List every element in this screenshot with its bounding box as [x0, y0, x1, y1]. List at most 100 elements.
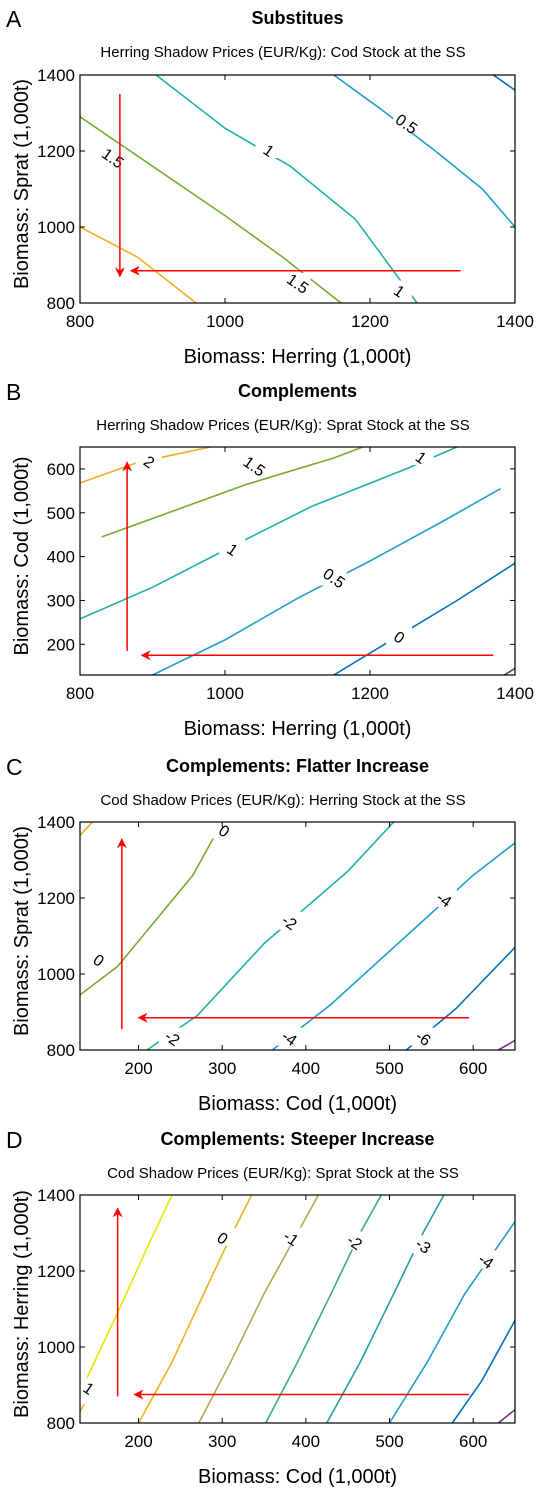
panel-letter: D: [6, 1127, 23, 1153]
x-axis-label: Biomass: Herring (1,000t): [184, 346, 412, 368]
contour-label-bg: [255, 140, 282, 158]
contour-line-8: [497, 1409, 515, 1423]
contour-label-bg: [393, 113, 420, 132]
y-tick-label: 800: [47, 294, 75, 313]
y-tick-label: 400: [47, 548, 75, 567]
contour-label-bg: [386, 280, 412, 299]
contour-line-4: [264, 1195, 382, 1423]
y-axis-label: Biomass: Sprat (1,000t): [11, 79, 33, 289]
y-tick-label: 300: [47, 591, 75, 610]
panel-letter: B: [6, 379, 21, 405]
contour-label-bg: [341, 1231, 368, 1250]
x-tick-label: 200: [124, 1432, 152, 1451]
contour-label-bg: [241, 455, 267, 474]
x-axis-label: Biomass: Herring (1,000t): [184, 718, 412, 740]
chart-title: Complements: Flatter Increase: [166, 756, 429, 776]
x-tick-label: 800: [66, 312, 94, 331]
contour-label-bg: [209, 1227, 236, 1246]
contour-line-3: [271, 842, 515, 1050]
contour-line-0: [80, 1195, 173, 1393]
y-axis-label: Biomass: Herring (1,000t): [11, 1190, 33, 1418]
y-axis-label: Biomass: Sprat (1,000t): [11, 826, 33, 1036]
chart-subtitle: Cod Shadow Prices (EUR/Kg): Sprat Stock …: [107, 1165, 459, 1182]
x-tick-label: 300: [208, 1432, 236, 1451]
x-tick-label: 1400: [496, 312, 534, 331]
contour-label-bg: [320, 567, 347, 586]
y-tick-label: 1200: [37, 1262, 75, 1281]
x-tick-label: 600: [459, 1432, 487, 1451]
contour-label-bg: [284, 273, 311, 291]
y-tick-label: 800: [47, 1041, 75, 1060]
contour-line-4: [333, 562, 515, 675]
chart-subtitle: Herring Shadow Prices (EUR/Kg): Sprat St…: [96, 417, 469, 434]
x-tick-label: 400: [292, 1059, 320, 1078]
contour-lines: 00-2-2-4-4-6: [80, 822, 515, 1050]
chart-title: Complements: [238, 381, 357, 401]
contour-line-3: [198, 1195, 320, 1423]
x-tick-label: 1000: [206, 312, 244, 331]
x-tick-label: 1200: [351, 684, 389, 703]
x-tick-label: 500: [375, 1059, 403, 1078]
contour-line-2: [137, 1195, 253, 1423]
y-tick-label: 1400: [37, 1186, 75, 1205]
y-tick-label: 500: [47, 504, 75, 523]
contour-line-1: [101, 447, 364, 538]
contour-label-bg: [85, 949, 112, 968]
y-tick-label: 1000: [37, 1338, 75, 1357]
contour-label-bg: [386, 626, 412, 645]
contour-label-bg: [409, 1027, 436, 1046]
panel-letter: A: [6, 6, 22, 32]
y-tick-label: 800: [47, 1414, 75, 1433]
contour-label-bg: [409, 1235, 436, 1254]
chart-subtitle: Cod Shadow Prices (EUR/Kg): Herring Stoc…: [100, 792, 465, 809]
y-axis-label: Biomass: Cod (1,000t): [11, 457, 33, 656]
contour-line-3: [333, 75, 515, 228]
panel-letter: C: [6, 754, 23, 780]
chart-subtitle: Herring Shadow Prices (EUR/Kg): Cod Stoc…: [100, 44, 465, 61]
x-axis-label: Biomass: Cod (1,000t): [198, 1466, 397, 1488]
x-tick-label: 500: [375, 1432, 403, 1451]
y-tick-label: 200: [47, 635, 75, 654]
panel-d: D Complements: Steeper Increase Cod Shadow…: [6, 1127, 516, 1488]
contour-line-1: [80, 116, 342, 303]
contour-line-5: [503, 667, 515, 675]
x-tick-label: 400: [292, 1432, 320, 1451]
contour-line-5: [326, 1195, 445, 1423]
contour-label-bg: [407, 447, 434, 465]
contour-lines: 10 -1 -2 -3-4: [80, 1195, 515, 1423]
y-tick-label: 600: [47, 460, 75, 479]
contour-label-bg: [210, 822, 237, 839]
y-tick-label: 1400: [37, 66, 75, 85]
y-tick-label: 1000: [37, 218, 75, 237]
contour-line-0: [80, 226, 197, 303]
x-axis-label: Biomass: Cod (1,000t): [198, 1093, 397, 1115]
contour-line-4: [492, 75, 515, 91]
contour-label-bg: [276, 911, 303, 930]
plot-frame: [79, 74, 516, 304]
contour-line-1: [80, 822, 223, 996]
x-tick-label: 800: [66, 684, 94, 703]
x-tick-label: 300: [208, 1059, 236, 1078]
panel-b: B Complements Herring Shadow Prices (EUR/K…: [6, 379, 534, 740]
contour-label-bg: [159, 1027, 186, 1046]
contour-label-bg: [277, 1227, 304, 1246]
x-tick-label: 1000: [206, 684, 244, 703]
contour-line-5: [497, 1039, 515, 1050]
x-tick-label: 1400: [496, 684, 534, 703]
contour-label-bg: [219, 539, 246, 558]
contour-line-2: [155, 75, 418, 303]
y-tick-label: 1200: [37, 142, 75, 161]
y-tick-label: 1400: [37, 813, 75, 832]
contour-line-0: [80, 822, 94, 836]
plot-frame: [79, 821, 516, 1051]
contour-label-bg: [135, 451, 162, 470]
contour-label-bg: [430, 888, 457, 907]
contour-line-7: [451, 1320, 515, 1423]
x-tick-label: 600: [459, 1059, 487, 1078]
contour-line-2: [80, 447, 458, 620]
plot-frame: [79, 446, 516, 676]
y-tick-label: 1000: [37, 965, 75, 984]
x-tick-label: 200: [124, 1059, 152, 1078]
